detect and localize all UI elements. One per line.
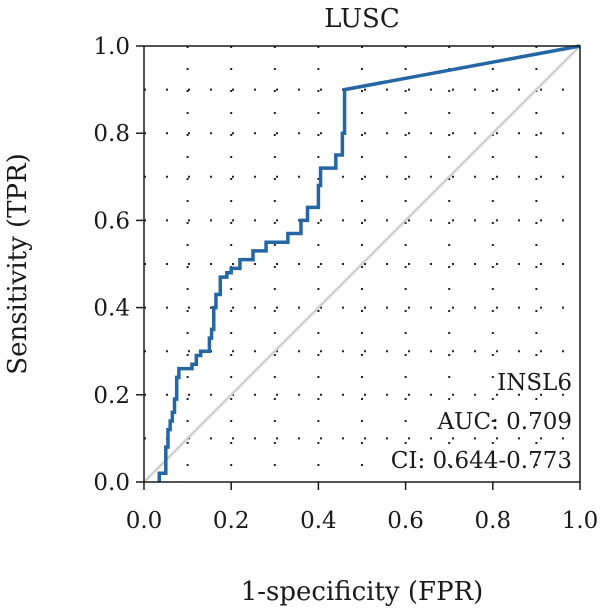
x-axis-ticks: 0.0 0.2 0.4 0.6 0.8 1.0 bbox=[126, 482, 599, 534]
y-axis-ticks: 0.0 0.2 0.4 0.6 0.8 1.0 bbox=[93, 34, 144, 496]
ci-label: CI: 0.644-0.773 bbox=[391, 448, 572, 474]
plot-frame bbox=[143, 45, 581, 483]
y-axis-label: Sensitivity (TPR) bbox=[3, 153, 33, 374]
y-tick-label: 0.8 bbox=[93, 121, 130, 147]
x-axis-label: 1-specificity (FPR) bbox=[241, 577, 484, 607]
diagonal-reference-line bbox=[143, 45, 581, 483]
y-tick-label: 1.0 bbox=[93, 34, 130, 60]
roc-curves bbox=[157, 44, 581, 482]
y-tick-label: 0.6 bbox=[93, 208, 130, 234]
x-tick-label: 1.0 bbox=[562, 508, 599, 534]
x-tick-label: 0.4 bbox=[300, 508, 337, 534]
x-tick-label: 0.8 bbox=[475, 508, 512, 534]
marker-label: INSL6 bbox=[497, 370, 572, 396]
reference-diagonal bbox=[143, 45, 581, 483]
roc-curve-line bbox=[157, 44, 581, 482]
y-tick-label: 0.4 bbox=[93, 296, 130, 322]
y-tick-label: 0.0 bbox=[93, 470, 130, 496]
x-tick-label: 0.0 bbox=[126, 508, 163, 534]
x-tick-label: 0.2 bbox=[213, 508, 250, 534]
chart-title: LUSC bbox=[324, 4, 399, 34]
x-tick-label: 0.6 bbox=[387, 508, 424, 534]
auc-label: AUC: 0.709 bbox=[437, 409, 573, 435]
y-tick-label: 0.2 bbox=[93, 383, 130, 409]
